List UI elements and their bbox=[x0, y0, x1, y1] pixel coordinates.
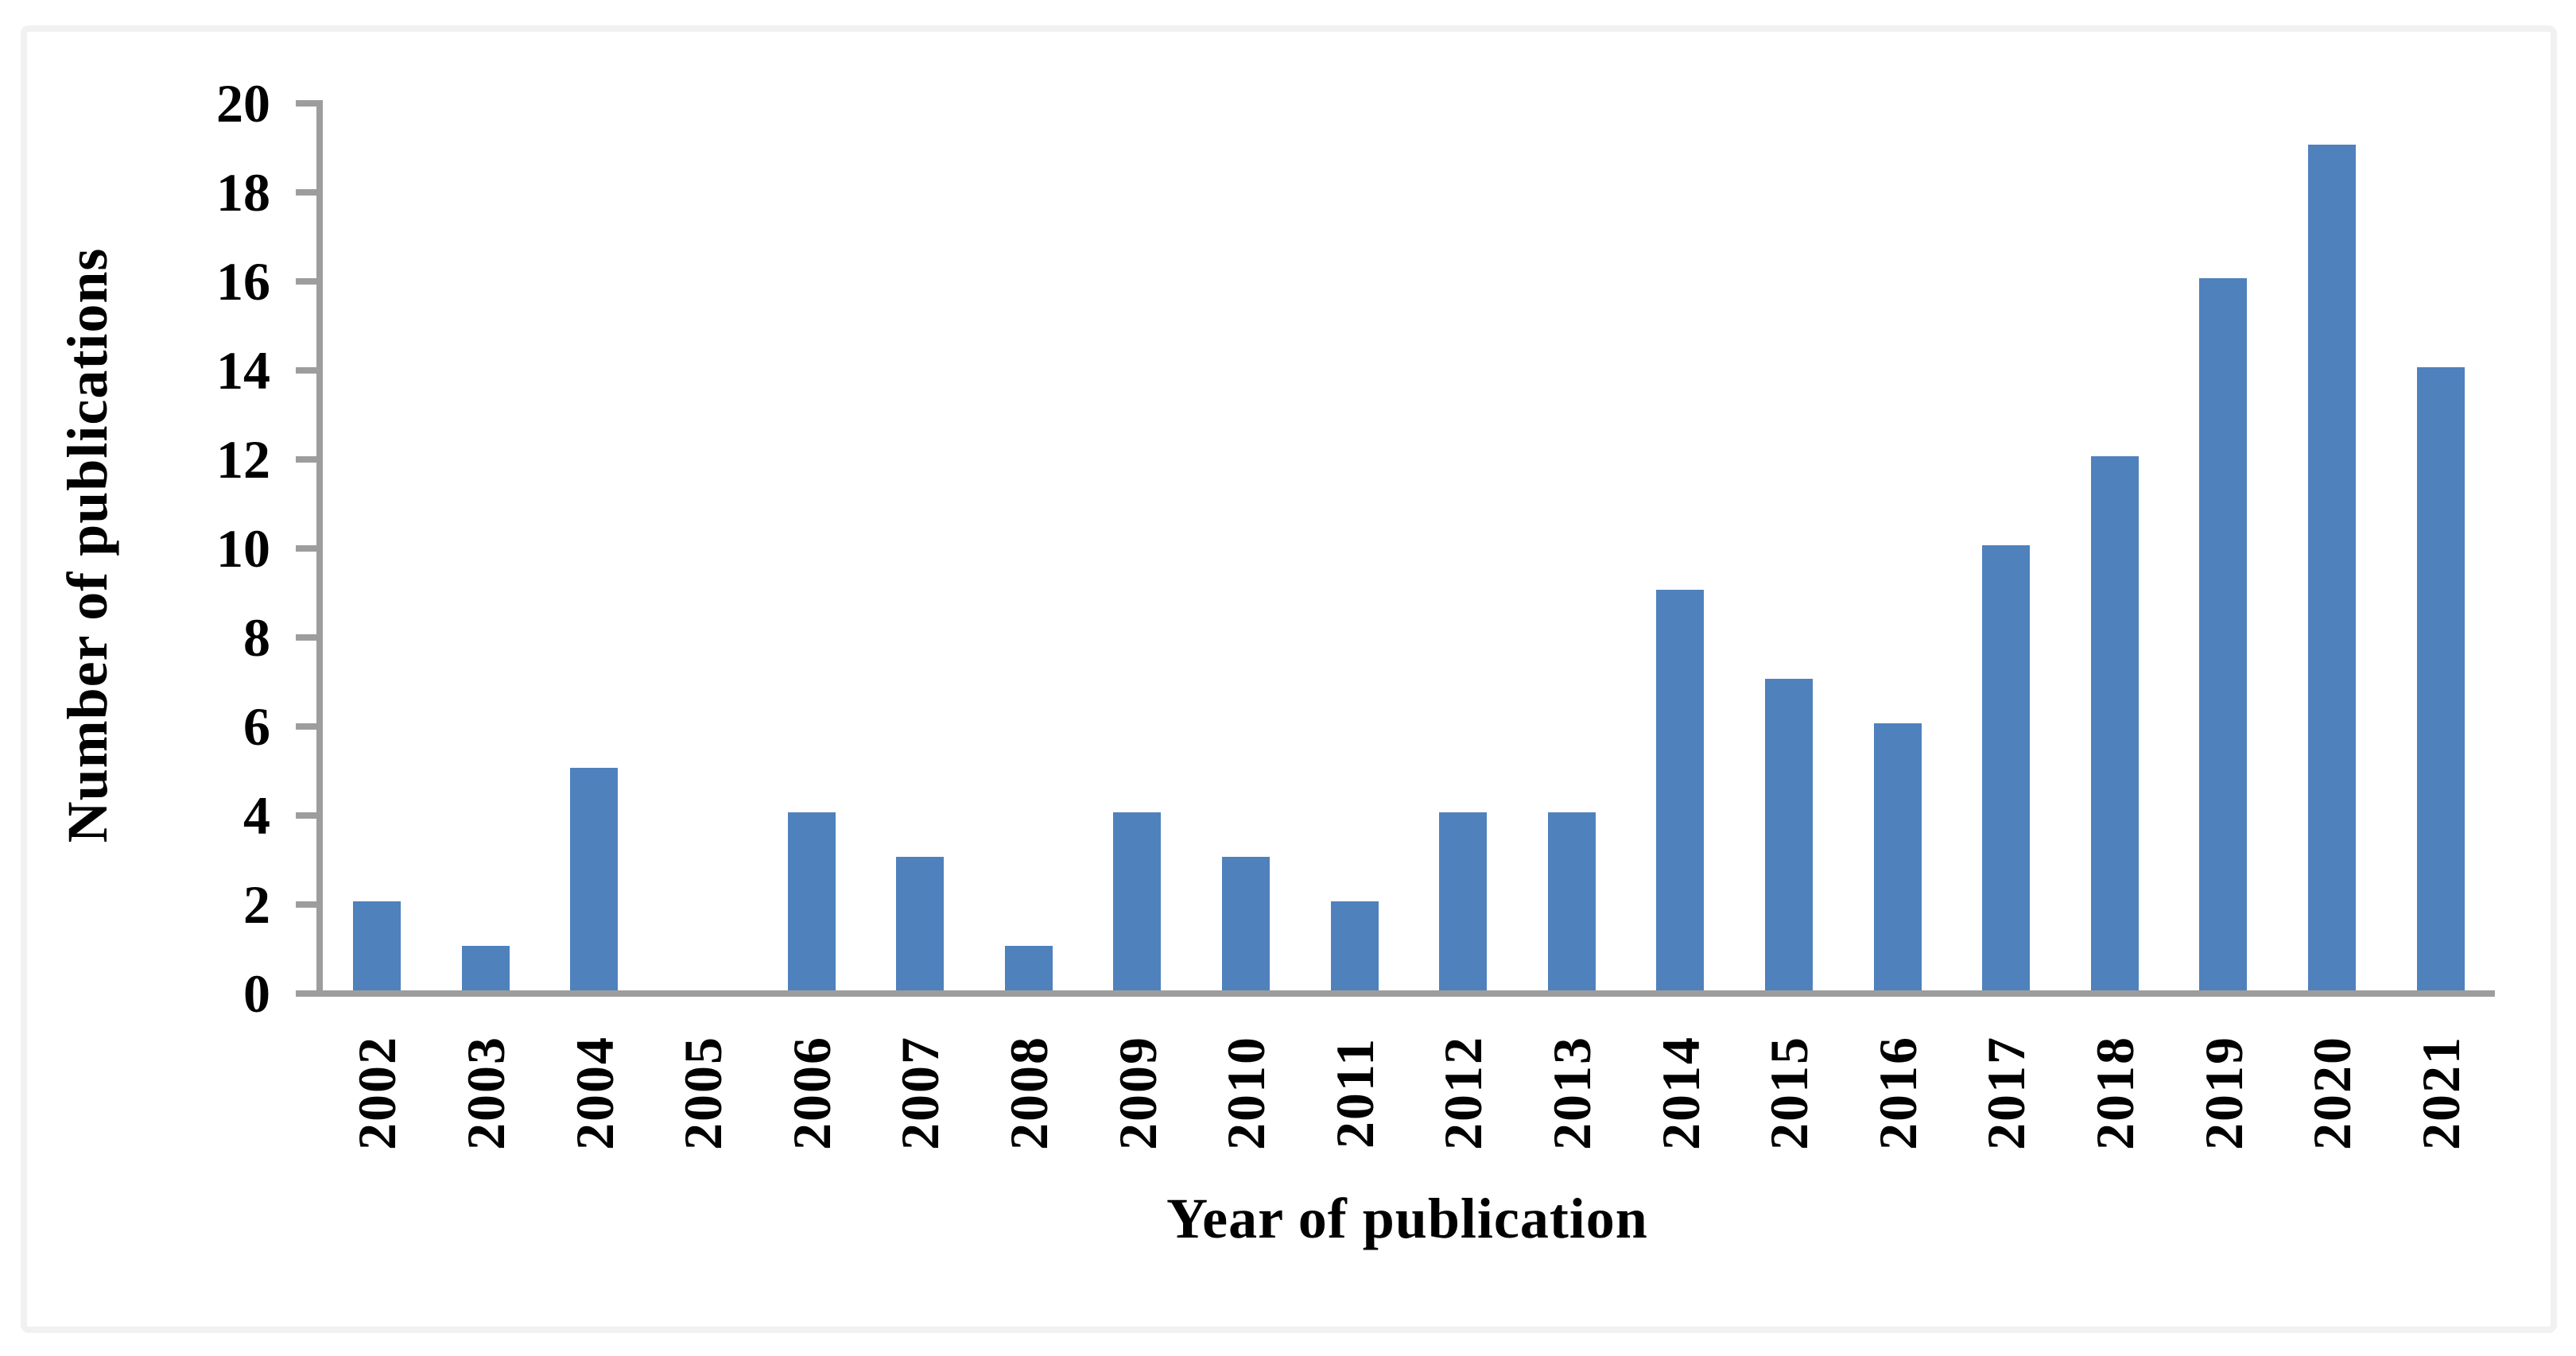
y-tick-label: 10 bbox=[216, 518, 270, 579]
y-axis-tick bbox=[296, 901, 316, 908]
bar-slot-2004 bbox=[540, 100, 649, 990]
bar-2019 bbox=[2199, 278, 2248, 990]
y-tick-label: 0 bbox=[243, 963, 270, 1024]
bar-slot-2021 bbox=[2386, 100, 2495, 990]
bar-slot-2006 bbox=[757, 100, 866, 990]
bar-2007 bbox=[896, 857, 945, 990]
bar-2008 bbox=[1004, 946, 1053, 990]
bar-2006 bbox=[787, 812, 836, 990]
x-tick-label-2019: 2019 bbox=[2193, 1036, 2254, 1150]
y-axis-tick bbox=[296, 812, 316, 819]
bar-2010 bbox=[1222, 857, 1271, 990]
x-tick-label-2013: 2013 bbox=[1541, 1036, 1602, 1150]
bar-2015 bbox=[1765, 679, 1814, 990]
chart-border-frame bbox=[21, 25, 2557, 1333]
y-axis-tick bbox=[296, 990, 316, 997]
bar-slot-2013 bbox=[1518, 100, 1627, 990]
bar-slot-2009 bbox=[1083, 100, 1192, 990]
x-tick-label-2018: 2018 bbox=[2084, 1036, 2145, 1150]
y-axis-tick bbox=[296, 367, 316, 374]
bar-slot-2012 bbox=[1409, 100, 1518, 990]
bar-2013 bbox=[1547, 812, 1596, 990]
x-tick-label-2015: 2015 bbox=[1759, 1036, 1820, 1150]
plot-area bbox=[316, 100, 2495, 997]
bar-slot-2002 bbox=[323, 100, 432, 990]
y-axis-tick bbox=[296, 723, 316, 730]
x-tick-label-2010: 2010 bbox=[1216, 1036, 1277, 1150]
x-tick-label-2017: 2017 bbox=[1976, 1036, 2037, 1150]
x-tick-label-2003: 2003 bbox=[455, 1036, 516, 1150]
y-tick-label: 2 bbox=[243, 874, 270, 935]
y-axis-tick bbox=[296, 545, 316, 552]
bar-2020 bbox=[2307, 145, 2356, 990]
x-tick-label-2004: 2004 bbox=[564, 1036, 625, 1150]
bar-slot-2003 bbox=[432, 100, 541, 990]
x-tick-label-2007: 2007 bbox=[890, 1036, 951, 1150]
y-axis-tick bbox=[296, 456, 316, 463]
bar-2012 bbox=[1439, 812, 1488, 990]
bar-slot-2014 bbox=[1626, 100, 1735, 990]
y-tick-label: 8 bbox=[243, 607, 270, 668]
bar-2021 bbox=[2416, 367, 2465, 990]
x-tick-label-2011: 2011 bbox=[1324, 1036, 1385, 1149]
y-tick-label: 12 bbox=[216, 429, 270, 490]
y-tick-label: 14 bbox=[216, 340, 270, 401]
bar-slot-2011 bbox=[1300, 100, 1409, 990]
bar-slot-2018 bbox=[2061, 100, 2170, 990]
bar-2009 bbox=[1113, 812, 1162, 990]
bar-slot-2019 bbox=[2169, 100, 2278, 990]
y-tick-label: 4 bbox=[243, 785, 270, 846]
y-axis-tick bbox=[296, 100, 316, 107]
x-tick-label-2020: 2020 bbox=[2302, 1036, 2363, 1150]
bar-2011 bbox=[1330, 901, 1379, 990]
bar-slot-2005 bbox=[649, 100, 758, 990]
bar-2017 bbox=[1982, 545, 2031, 990]
x-tick-label-2012: 2012 bbox=[1433, 1036, 1494, 1150]
x-tick-label-2021: 2021 bbox=[2410, 1036, 2471, 1150]
y-tick-label: 6 bbox=[243, 696, 270, 757]
y-axis-tick bbox=[296, 634, 316, 641]
x-tick-label-2006: 2006 bbox=[781, 1036, 842, 1150]
x-tick-label-2008: 2008 bbox=[998, 1036, 1059, 1150]
bar-2014 bbox=[1656, 590, 1705, 990]
x-axis-title: Year of publication bbox=[1166, 1187, 1648, 1250]
x-tick-label-2005: 2005 bbox=[673, 1036, 734, 1150]
y-tick-label: 16 bbox=[216, 251, 270, 312]
bar-slot-2016 bbox=[1843, 100, 1952, 990]
y-axis-tick bbox=[296, 189, 316, 196]
bar-2004 bbox=[570, 768, 619, 990]
y-tick-label: 20 bbox=[216, 73, 270, 134]
y-tick-label: 18 bbox=[216, 162, 270, 223]
y-axis-tick bbox=[296, 278, 316, 285]
bar-slot-2007 bbox=[866, 100, 975, 990]
bar-2016 bbox=[1873, 723, 1922, 990]
bar-slot-2008 bbox=[975, 100, 1084, 990]
x-tick-label-2014: 2014 bbox=[1650, 1036, 1711, 1150]
x-tick-label-2009: 2009 bbox=[1107, 1036, 1168, 1150]
x-tick-label-2016: 2016 bbox=[1867, 1036, 1928, 1150]
bar-2018 bbox=[2090, 456, 2139, 990]
bar-slot-2010 bbox=[1192, 100, 1301, 990]
bar-slot-2017 bbox=[1952, 100, 2061, 990]
bar-slot-2015 bbox=[1735, 100, 1844, 990]
bar-2003 bbox=[461, 946, 510, 990]
bar-2002 bbox=[353, 901, 402, 990]
bar-slot-2020 bbox=[2278, 100, 2387, 990]
x-tick-label-2002: 2002 bbox=[347, 1036, 408, 1150]
